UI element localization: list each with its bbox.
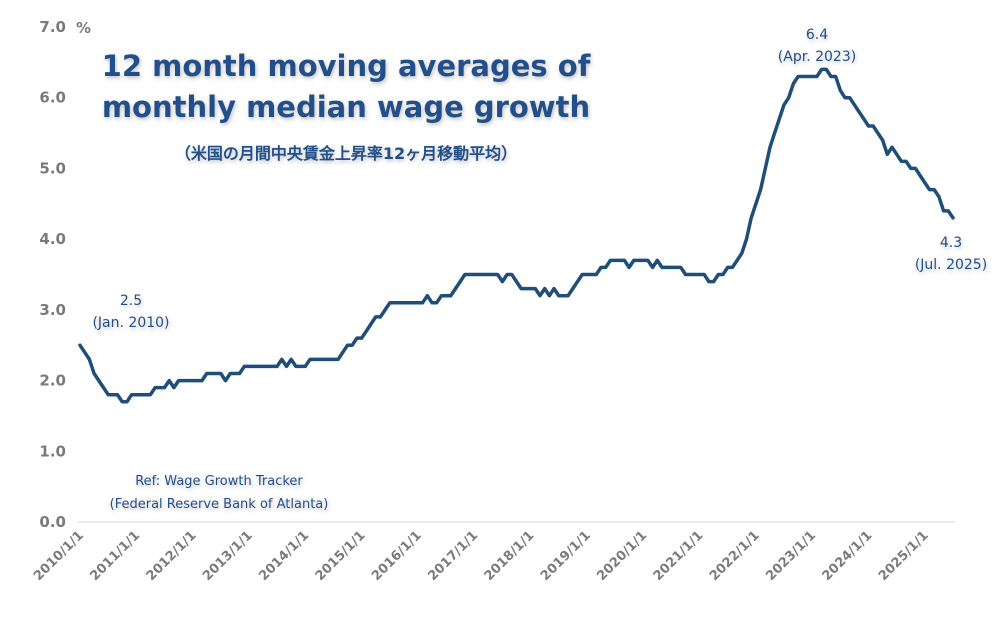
x-tick-label: 2023/1/1 — [763, 528, 819, 584]
annotation-end-value: 4.3 — [940, 235, 962, 251]
x-tick-label: 2020/1/1 — [594, 528, 650, 584]
annotation-peak-value: 6.4 — [806, 27, 828, 43]
x-tick-label: 2022/1/1 — [707, 528, 763, 584]
x-tick-label: 2013/1/1 — [200, 528, 256, 584]
source-line-1: Ref: Wage Growth Tracker — [135, 474, 303, 489]
annotation-start-label: (Jan. 2010) — [92, 315, 169, 331]
x-tick-label: 2015/1/1 — [313, 528, 369, 584]
x-tick-label: 2024/1/1 — [820, 528, 876, 584]
chart-title-line-2: monthly median wage growth — [102, 90, 590, 124]
y-tick-label: 2.0 — [39, 372, 66, 390]
y-tick-label: 6.0 — [39, 89, 66, 107]
x-tick-label: 2010/1/1 — [31, 528, 87, 584]
y-unit-label: % — [76, 19, 91, 37]
annotation-peak-label: (Apr. 2023) — [778, 49, 856, 65]
source-line-2: (Federal Reserve Bank of Atlanta) — [110, 497, 329, 512]
x-tick-label: 2018/1/1 — [482, 528, 538, 584]
x-tick-label: 2019/1/1 — [538, 528, 594, 584]
y-tick-label: 5.0 — [39, 159, 66, 177]
annotation-end-label: (Jul. 2025) — [915, 257, 987, 273]
x-tick-label: 2021/1/1 — [651, 528, 707, 584]
x-tick-label: 2025/1/1 — [876, 528, 932, 584]
y-tick-label: 0.0 — [39, 513, 66, 531]
y-tick-label: 1.0 — [39, 442, 66, 460]
series-line — [78, 67, 955, 404]
annotation-start-value: 2.5 — [120, 293, 142, 309]
chart-title-line-1: 12 month moving averages of — [102, 49, 591, 83]
x-tick-label: 2014/1/1 — [256, 528, 312, 584]
x-tick-label: 2012/1/1 — [144, 528, 200, 584]
y-tick-label: 3.0 — [39, 301, 66, 319]
y-tick-label: 7.0 — [39, 18, 66, 36]
x-tick-label: 2011/1/1 — [87, 528, 143, 584]
y-tick-label: 4.0 — [39, 230, 66, 248]
chart-subtitle: （米国の月間中央賃金上昇率12ヶ月移動平均） — [175, 144, 517, 163]
x-tick-label: 2017/1/1 — [425, 528, 481, 584]
x-tick-label: 2016/1/1 — [369, 528, 425, 584]
